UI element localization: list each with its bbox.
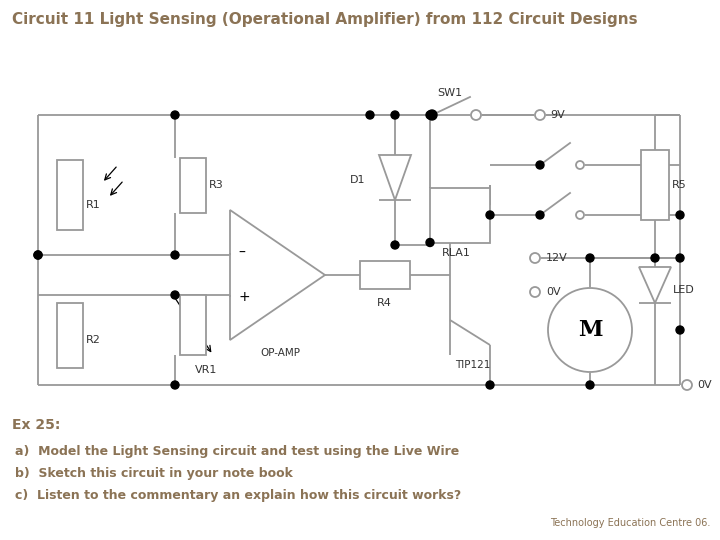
Bar bbox=[180, 158, 206, 213]
Text: b)  Sketch this circuit in your note book: b) Sketch this circuit in your note book bbox=[15, 467, 293, 480]
Bar bbox=[641, 150, 669, 220]
Text: TIP121: TIP121 bbox=[455, 360, 490, 370]
Bar bbox=[57, 160, 83, 230]
Text: +: + bbox=[238, 290, 250, 304]
Text: Technology Education Centre 06.: Technology Education Centre 06. bbox=[549, 518, 710, 528]
Circle shape bbox=[676, 326, 684, 334]
Text: 0V: 0V bbox=[546, 287, 561, 297]
Text: –: – bbox=[238, 246, 245, 260]
Text: OP-AMP: OP-AMP bbox=[260, 348, 300, 358]
Circle shape bbox=[426, 239, 434, 246]
Text: R2: R2 bbox=[86, 335, 101, 345]
Bar bbox=[57, 302, 83, 368]
Text: R1: R1 bbox=[86, 200, 101, 210]
Circle shape bbox=[676, 211, 684, 219]
Circle shape bbox=[391, 111, 399, 119]
Circle shape bbox=[576, 161, 584, 169]
Circle shape bbox=[366, 111, 374, 119]
Text: 0V: 0V bbox=[697, 380, 711, 390]
Text: R3: R3 bbox=[209, 180, 224, 190]
Circle shape bbox=[576, 211, 584, 219]
Circle shape bbox=[676, 254, 684, 262]
Circle shape bbox=[34, 251, 42, 259]
Circle shape bbox=[486, 381, 494, 389]
Text: D1: D1 bbox=[350, 175, 366, 185]
Circle shape bbox=[426, 111, 434, 119]
Bar bbox=[360, 261, 410, 289]
Text: RLA1: RLA1 bbox=[442, 248, 471, 258]
Circle shape bbox=[548, 288, 632, 372]
Circle shape bbox=[530, 287, 540, 297]
Circle shape bbox=[391, 241, 399, 249]
Text: R4: R4 bbox=[377, 298, 392, 308]
Text: LED: LED bbox=[673, 285, 695, 295]
Text: c)  Listen to the commentary an explain how this circuit works?: c) Listen to the commentary an explain h… bbox=[15, 489, 462, 502]
Circle shape bbox=[586, 381, 594, 389]
Text: a)  Model the Light Sensing circuit and test using the Live Wire: a) Model the Light Sensing circuit and t… bbox=[15, 445, 459, 458]
Text: VR1: VR1 bbox=[195, 365, 217, 375]
Circle shape bbox=[535, 110, 545, 120]
Text: M: M bbox=[577, 319, 602, 341]
Circle shape bbox=[682, 380, 692, 390]
Text: R5: R5 bbox=[672, 180, 687, 190]
Circle shape bbox=[471, 110, 481, 120]
Bar bbox=[180, 295, 206, 355]
Circle shape bbox=[536, 161, 544, 169]
Circle shape bbox=[530, 253, 540, 263]
Circle shape bbox=[651, 254, 659, 262]
Text: Ex 25:: Ex 25: bbox=[12, 418, 60, 432]
Circle shape bbox=[536, 211, 544, 219]
Bar bbox=[430, 187, 490, 242]
Circle shape bbox=[171, 251, 179, 259]
Text: 9V: 9V bbox=[550, 110, 564, 120]
Text: SW1: SW1 bbox=[438, 88, 462, 98]
Circle shape bbox=[34, 251, 42, 259]
Circle shape bbox=[171, 291, 179, 299]
Text: Circuit 11 Light Sensing (Operational Amplifier) from 112 Circuit Designs: Circuit 11 Light Sensing (Operational Am… bbox=[12, 12, 638, 27]
Circle shape bbox=[427, 110, 437, 120]
Circle shape bbox=[586, 254, 594, 262]
Circle shape bbox=[171, 111, 179, 119]
Circle shape bbox=[486, 211, 494, 219]
Circle shape bbox=[171, 381, 179, 389]
Text: 12V: 12V bbox=[546, 253, 568, 263]
